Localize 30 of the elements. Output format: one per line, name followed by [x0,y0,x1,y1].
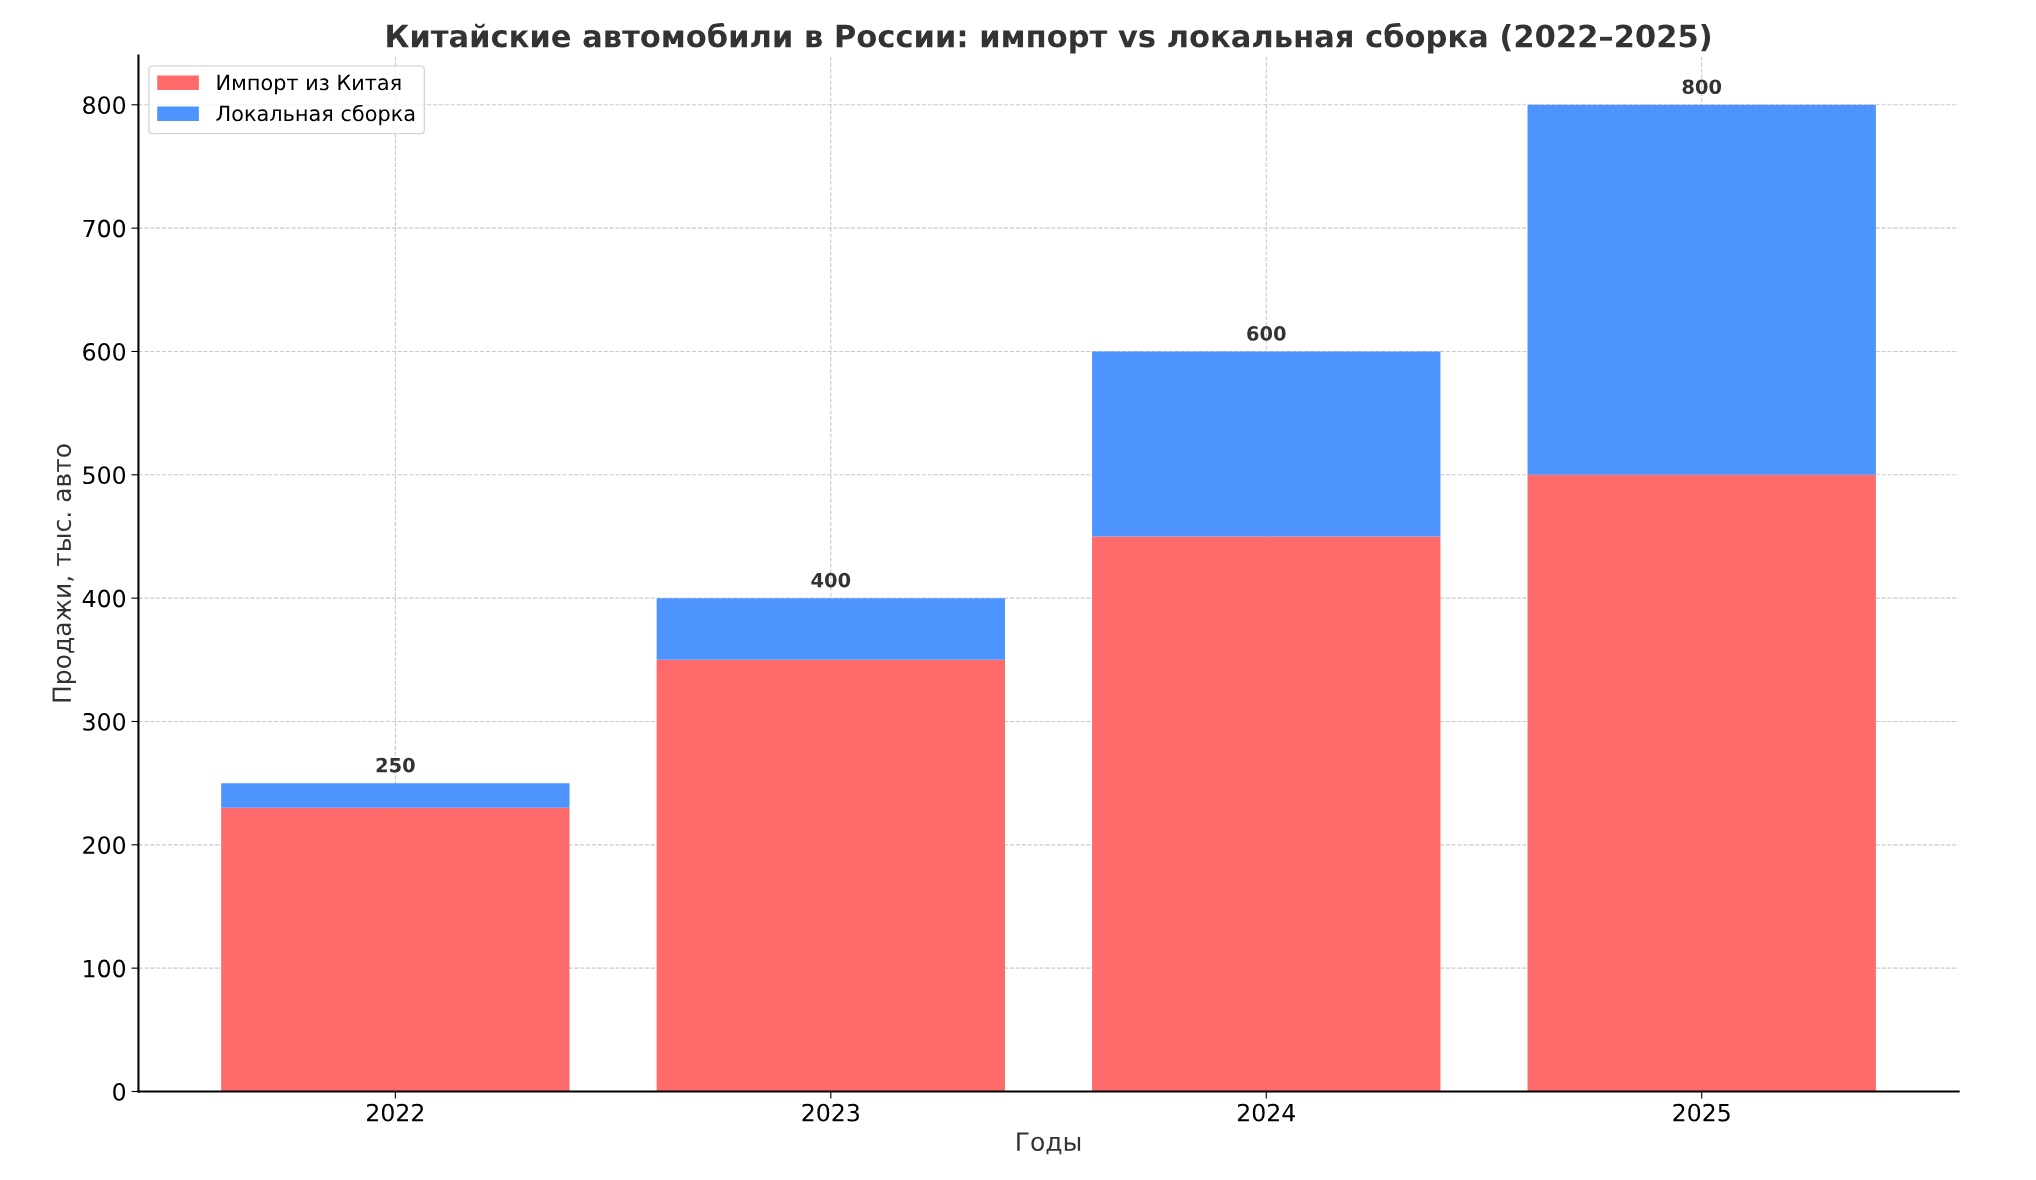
total-label: 800 [1682,79,1722,95]
bar [221,807,570,1092]
y-tick-label: 700 [83,219,126,238]
total-label: 400 [811,572,851,588]
y-tick-label: 800 [83,96,126,115]
x-tick-label: 2022 [367,1103,424,1122]
chart-title: Китайские автомобили в России: импорт vs локальная сборка (2022–2025) [387,22,1711,54]
legend-label: Импорт из Китая [217,74,401,95]
y-tick-label: 0 [113,1082,126,1101]
y-tick-label: 400 [82,589,126,608]
y-tick-label: 300 [83,712,126,731]
y-tick-label: 100 [84,959,126,978]
total-label: 600 [1247,326,1286,341]
x-tick-label: 2025 [1673,1103,1730,1122]
bar [1092,351,1441,537]
legend-label: Локальная сборка [216,104,415,126]
bar [656,659,1005,1092]
total-label: 250 [376,757,415,773]
bar [656,598,1005,660]
bar [221,783,570,808]
y-tick-label: 600 [83,342,126,361]
bar [1527,474,1876,1092]
x-tick-label: 2023 [802,1103,859,1122]
bar [1092,536,1441,1092]
y-tick-label: 500 [83,466,126,485]
x-tick-label: 2024 [1237,1103,1295,1122]
x-axis-title: Годы [1017,1132,1081,1155]
y-axis-title: Продажи, тыс. авто [52,444,77,702]
y-tick-label: 200 [83,836,126,855]
bar [1527,104,1876,475]
